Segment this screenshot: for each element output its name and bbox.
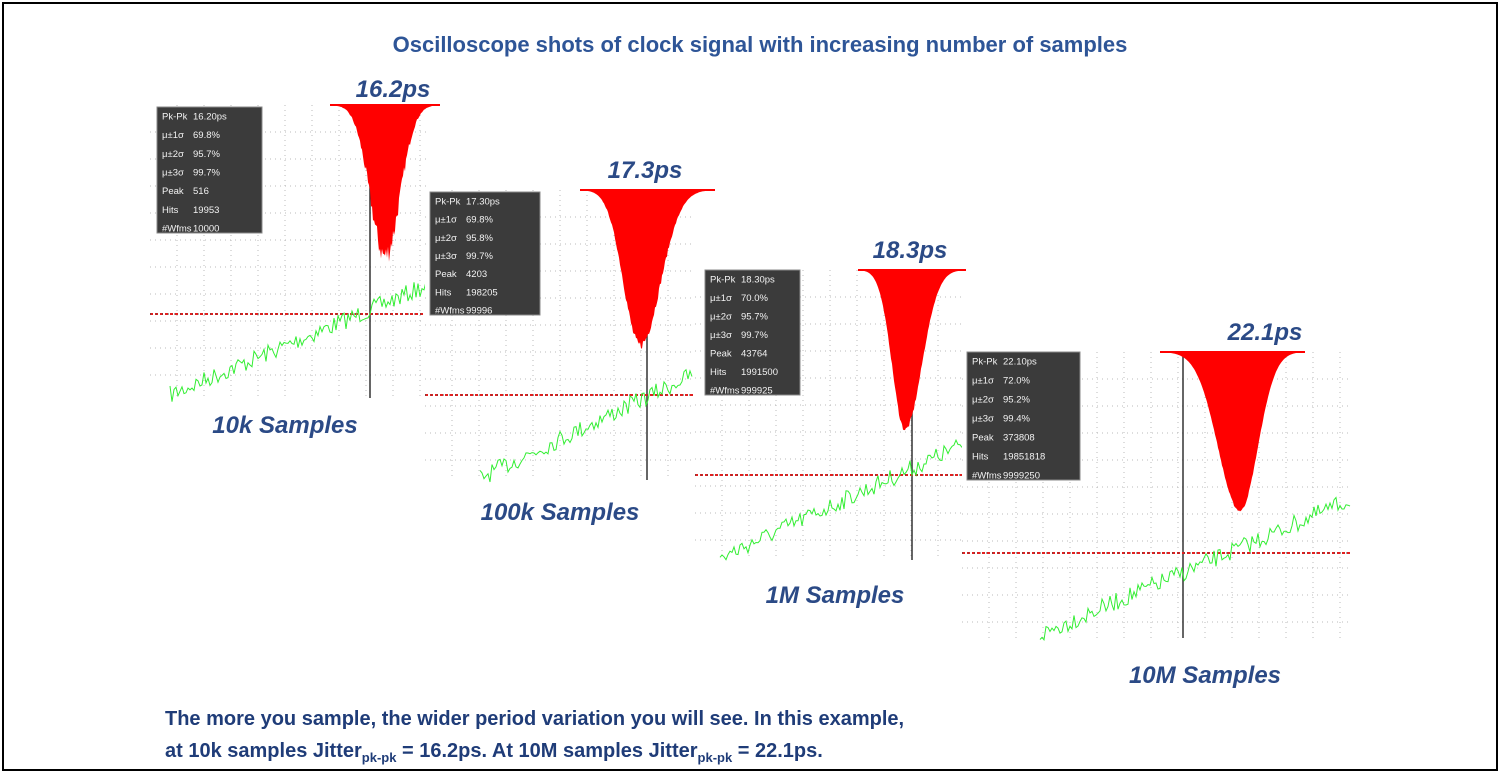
stat-label: μ±3σ [435, 251, 457, 262]
page: {"title": "Oscilloscope shots of clock s… [0, 0, 1501, 774]
stat-label: μ±1σ [972, 376, 994, 387]
diagram: Oscilloscope shots of clock signal with … [0, 0, 1501, 774]
stat-value: 18.30ps [741, 275, 775, 286]
stat-label: μ±1σ [435, 215, 457, 226]
stat-label: Hits [435, 287, 452, 298]
stat-value: 95.8% [466, 233, 493, 244]
stat-value: 16.20ps [193, 112, 227, 123]
samples-label: 100k Samples [481, 499, 640, 526]
jitter-label: 17.3ps [608, 157, 683, 184]
scope-panel: Pk-Pk 17.30ps μ±1σ 69.8% μ±2σ 95.8% μ±3σ 99.7% P… [425, 157, 715, 526]
stat-label: Peak [972, 433, 994, 444]
stat-value: 72.0% [1003, 376, 1030, 387]
stat-value: 999925 [741, 386, 773, 397]
stat-value: 99.4% [1003, 414, 1030, 425]
stat-label: #Wfms [710, 386, 740, 397]
stat-label: Pk-Pk [972, 357, 998, 368]
stat-label: μ±2σ [435, 233, 457, 244]
stat-label: μ±1σ [710, 293, 732, 304]
caption-text: = 22.1ps. [732, 740, 823, 762]
stat-value: 95.7% [741, 312, 768, 323]
stat-value: 516 [193, 186, 209, 197]
jitter-label: 16.2ps [356, 76, 431, 103]
stat-label: #Wfms [435, 306, 465, 317]
stat-label: Hits [162, 205, 179, 216]
caption-subscript: pk-pk [698, 750, 733, 765]
stat-label: Peak [162, 186, 184, 197]
samples-label: 1M Samples [766, 582, 905, 609]
stat-value: 69.8% [466, 215, 493, 226]
stat-value: 19851818 [1003, 452, 1045, 463]
stat-value: 22.10ps [1003, 357, 1037, 368]
stat-label: Hits [710, 367, 727, 378]
stat-value: 99.7% [193, 168, 220, 179]
stat-label: Hits [972, 452, 989, 463]
stat-label: #Wfms [162, 224, 192, 235]
title: Oscilloscope shots of clock signal with … [393, 32, 1128, 57]
stat-label: Pk-Pk [162, 112, 188, 123]
caption-text: at 10k samples Jitter [165, 740, 362, 762]
scope-panel: Pk-Pk 16.20ps μ±1σ 69.8% μ±2σ 95.7% μ±3σ 99.7% P… [150, 76, 440, 439]
stat-value: 95.2% [1003, 395, 1030, 406]
stat-value: 10000 [193, 224, 219, 235]
stat-label: μ±2σ [162, 149, 184, 160]
jitter-label: 22.1ps [1227, 319, 1303, 346]
stat-label: Peak [710, 349, 732, 360]
stat-label: #Wfms [972, 471, 1002, 482]
scope-panel: Pk-Pk 22.10ps μ±1σ 72.0% μ±2σ 95.2% μ±3σ 99.4% P… [962, 319, 1352, 689]
stat-label: Peak [435, 269, 457, 280]
stat-value: 99996 [466, 306, 492, 317]
stat-value: 99.7% [741, 330, 768, 341]
stat-value: 17.30ps [466, 197, 500, 208]
stat-value: 198205 [466, 287, 498, 298]
stat-value: 69.8% [193, 130, 220, 141]
caption-text: = 16.2ps. At 10M samples Jitter [396, 740, 697, 762]
jitter-label: 18.3ps [873, 237, 948, 264]
stat-label: μ±3σ [972, 414, 994, 425]
stat-value: 373808 [1003, 433, 1035, 444]
stat-value: 70.0% [741, 293, 768, 304]
stat-value: 9999250 [1003, 471, 1040, 482]
stat-label: μ±3σ [710, 330, 732, 341]
samples-label: 10k Samples [212, 412, 357, 439]
stat-value: 4203 [466, 269, 487, 280]
caption-line: The more you sample, the wider period va… [165, 708, 904, 730]
stat-label: Pk-Pk [710, 275, 736, 286]
samples-label: 10M Samples [1129, 662, 1281, 689]
stat-label: μ±2σ [972, 395, 994, 406]
stat-label: μ±1σ [162, 130, 184, 141]
stat-value: 99.7% [466, 251, 493, 262]
stat-label: Pk-Pk [435, 197, 461, 208]
stat-value: 43764 [741, 349, 767, 360]
stat-value: 95.7% [193, 149, 220, 160]
stat-label: μ±3σ [162, 168, 184, 179]
stat-value: 19953 [193, 205, 219, 216]
stat-value: 1991500 [741, 367, 778, 378]
stat-label: μ±2σ [710, 312, 732, 323]
caption-subscript: pk-pk [362, 750, 397, 765]
scope-panel: Pk-Pk 18.30ps μ±1σ 70.0% μ±2σ 95.7% μ±3σ 99.7% P… [695, 237, 966, 609]
